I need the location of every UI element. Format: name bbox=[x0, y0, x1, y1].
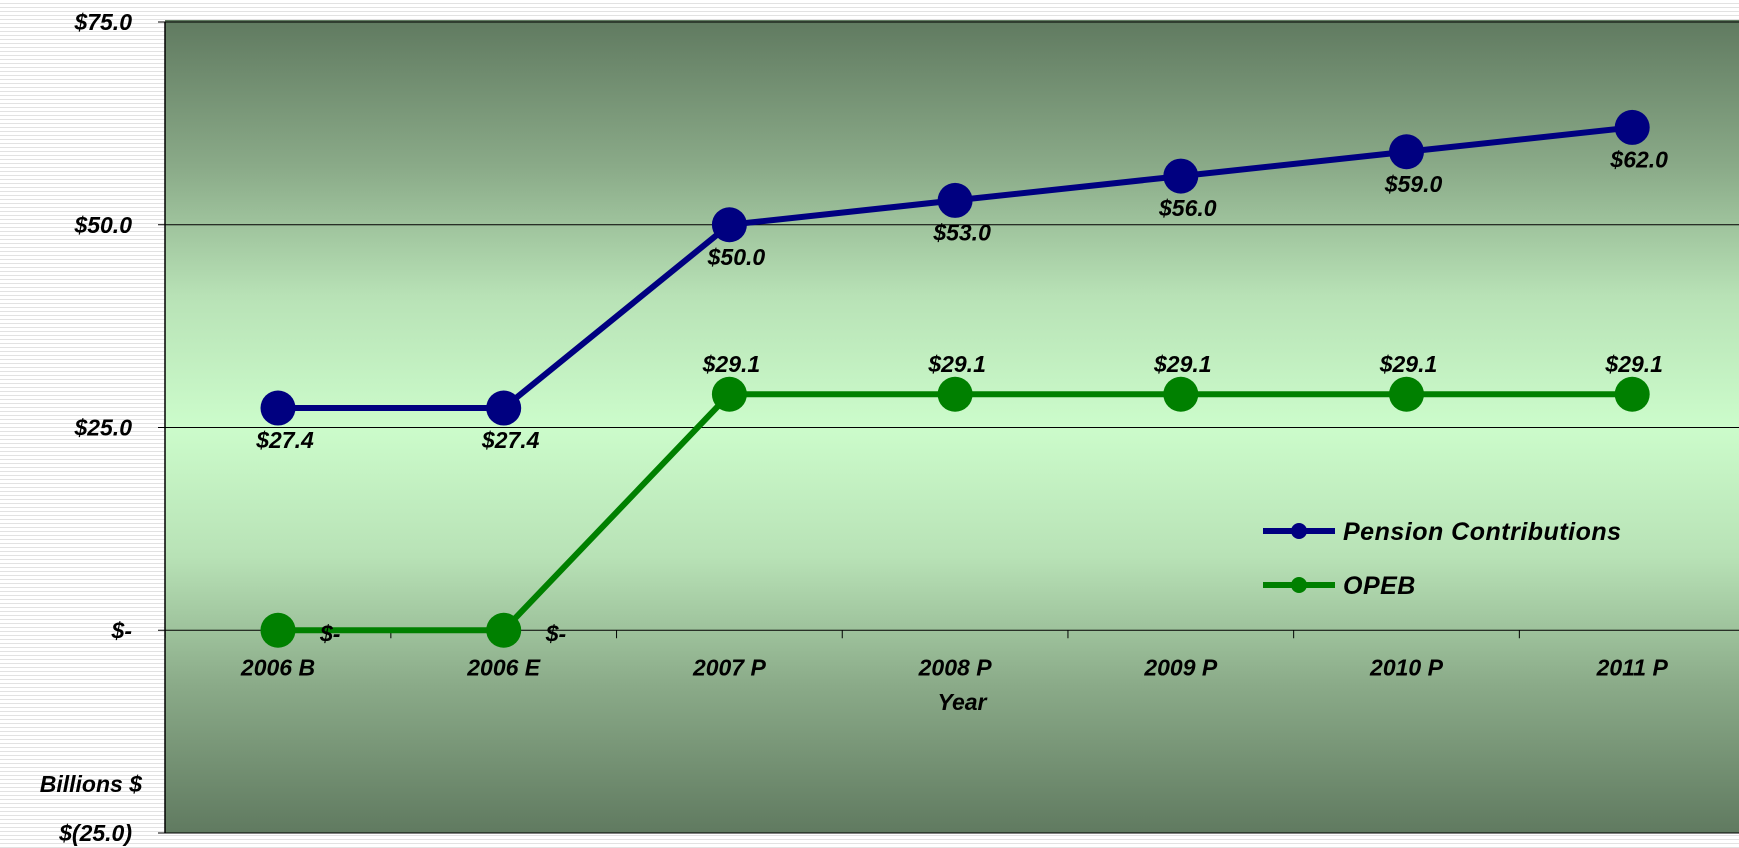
y-tick-label: $- bbox=[111, 617, 132, 643]
series-marker bbox=[1389, 134, 1424, 170]
x-tick-label: 2010 P bbox=[1369, 654, 1444, 680]
data-label: $27.4 bbox=[481, 427, 540, 453]
series-marker bbox=[1389, 376, 1424, 412]
series-marker bbox=[937, 182, 973, 218]
data-label: $56.0 bbox=[1158, 195, 1217, 221]
data-labels: $27.4 $27.4 $50.0 $53.0 $56.0 $59.0 $62.0 $- $- $… bbox=[255, 146, 1668, 646]
data-label: $29.1 bbox=[1379, 351, 1438, 377]
data-label: $- bbox=[319, 620, 340, 646]
data-label: $29.1 bbox=[927, 351, 986, 377]
legend-marker bbox=[1291, 523, 1307, 539]
x-tick-label: 2007 P bbox=[692, 654, 767, 680]
series-marker bbox=[1614, 376, 1650, 412]
series-marker bbox=[486, 390, 522, 426]
series-marker bbox=[1614, 109, 1650, 145]
data-label: $29.1 bbox=[1153, 351, 1212, 377]
data-label: $59.0 bbox=[1384, 171, 1443, 197]
x-tick-label: 2006 E bbox=[466, 654, 541, 680]
series-marker bbox=[1163, 158, 1199, 194]
x-tick-label: 2006 B bbox=[240, 654, 315, 680]
series-marker bbox=[260, 612, 296, 648]
series-marker bbox=[711, 376, 747, 412]
data-label: $29.1 bbox=[702, 351, 761, 377]
legend-label: OPEB bbox=[1343, 572, 1416, 600]
x-axis-title: Year bbox=[937, 689, 987, 715]
x-tick-label: 2011 P bbox=[1596, 654, 1669, 680]
x-tick-label: 2009 P bbox=[1143, 654, 1218, 680]
series-marker bbox=[937, 376, 973, 412]
legend: Pension Contributions OPEB bbox=[1263, 518, 1622, 600]
legend-marker bbox=[1291, 577, 1307, 593]
series-layer bbox=[260, 109, 1650, 648]
series-marker bbox=[260, 390, 296, 426]
series-marker bbox=[1163, 376, 1199, 412]
plot-area bbox=[165, 20, 1739, 833]
y-tick-label: $25.0 bbox=[73, 415, 132, 441]
data-label: $- bbox=[545, 620, 566, 646]
data-label: $29.1 bbox=[1604, 351, 1663, 377]
y-axis-title: Billions $ bbox=[40, 771, 142, 797]
data-label: $62.0 bbox=[1609, 146, 1668, 172]
axes: $(25.0) $- $25.0 $50.0 $75.0 2006 B 2006 E 2007… bbox=[58, 9, 1668, 846]
y-tick-label: $75.0 bbox=[73, 9, 132, 35]
data-label: $53.0 bbox=[932, 219, 991, 245]
y-tick-label: $(25.0) bbox=[58, 820, 132, 846]
series-marker bbox=[711, 207, 747, 243]
data-label: $50.0 bbox=[707, 244, 766, 270]
data-label: $27.4 bbox=[255, 427, 314, 453]
legend-label: Pension Contributions bbox=[1343, 518, 1622, 546]
y-tick-label: $50.0 bbox=[73, 212, 132, 238]
series-marker bbox=[486, 612, 522, 648]
x-tick-label: 2008 P bbox=[918, 654, 993, 680]
